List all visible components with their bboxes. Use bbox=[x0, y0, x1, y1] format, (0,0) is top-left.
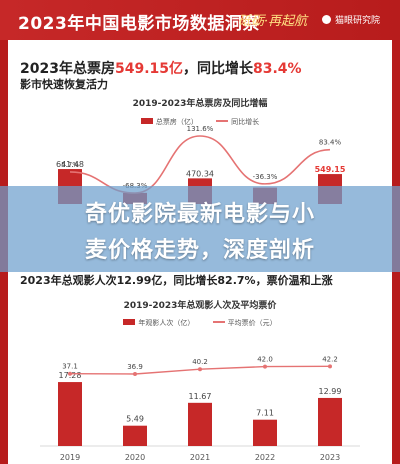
chart2-plot: 17.2820195.49202011.6720217.11202212.992… bbox=[40, 355, 360, 462]
avg-price-label-2021: 40.2 bbox=[192, 358, 208, 366]
avg-price-point-2019 bbox=[68, 371, 72, 376]
bar-admissions-2023 bbox=[318, 397, 342, 446]
section1-heading: 2023年总票房549.15亿，同比增长83.4% bbox=[20, 61, 302, 77]
avg-price-label-2022: 42.0 bbox=[257, 356, 273, 364]
growth-label-2023: 83.4% bbox=[319, 139, 342, 147]
bar-admissions-2019 bbox=[58, 382, 82, 446]
bar-value-label-2022: 7.11 bbox=[256, 409, 274, 418]
header-bar: 2023年中国电影市场数据洞察 砥砺·再起航 猫眼研究院 bbox=[0, 0, 400, 40]
growth-label-2022: -36.3% bbox=[253, 173, 278, 181]
x-tick-2020: 2020 bbox=[125, 453, 145, 462]
page-title: 2023年中国电影市场数据洞察 bbox=[18, 14, 260, 34]
overlay-banner: 奇优影院最新电影与小 麦价格走势，深度剖析 bbox=[0, 186, 400, 272]
section2-heading: 2023年总观影人次12.99亿，同比增长82.7%，票价温和上涨 bbox=[20, 274, 333, 287]
chart1-legend: 总票房（亿） 同比增长 bbox=[0, 117, 400, 127]
bar-value-label-2020: 5.49 bbox=[126, 415, 144, 424]
x-tick-2019: 2019 bbox=[60, 453, 80, 462]
legend-item-growth: 同比增长 bbox=[216, 118, 259, 126]
bar-value-label-2021: 11.67 bbox=[189, 392, 212, 401]
avg-price-point-2023 bbox=[328, 364, 332, 369]
bar-admissions-2021 bbox=[188, 402, 212, 446]
banner-line-2: 麦价格走势，深度剖析 bbox=[84, 238, 315, 263]
bar-value-label-2023: 549.15 bbox=[315, 165, 346, 174]
slogan: 砥砺·再起航 bbox=[238, 14, 308, 29]
bar-admissions-2020 bbox=[123, 425, 147, 446]
bar-value-label-2023: 12.99 bbox=[319, 387, 342, 396]
legend-item-box-office: 总票房（亿） bbox=[140, 118, 198, 126]
legend-item-admissions: 年观影人次（亿） bbox=[123, 319, 194, 327]
legend-item-avg-price: 平均票价（元） bbox=[212, 319, 277, 327]
growth-label-2021: 131.6% bbox=[187, 125, 214, 133]
chart2-legend: 年观影人次（亿） 平均票价（元） bbox=[0, 318, 400, 328]
avg-price-label-2023: 42.2 bbox=[322, 355, 338, 363]
x-tick-2021: 2021 bbox=[190, 453, 210, 462]
avg-price-point-2022 bbox=[263, 364, 267, 369]
x-tick-2023: 2023 bbox=[320, 453, 340, 462]
x-tick-2022: 2022 bbox=[255, 453, 275, 462]
avg-price-point-2020 bbox=[133, 372, 137, 376]
section1-subheading: 影市快速恢复活力 bbox=[20, 78, 108, 91]
bar-value-label-2021: 470.34 bbox=[186, 169, 214, 178]
brand-logo: 猫眼研究院 bbox=[322, 13, 380, 26]
avg-price-point-2021 bbox=[198, 367, 202, 372]
avg-price-label-2019: 37.1 bbox=[62, 363, 78, 371]
bar-value-label-2019: 641.48 bbox=[56, 160, 84, 169]
chart2-title: 2019-2023年总观影人次及平均票价 bbox=[123, 301, 277, 311]
chart1-title: 2019-2023年总票房及同比增幅 bbox=[132, 99, 268, 109]
bar-admissions-2022 bbox=[253, 419, 277, 446]
avg-price-label-2020: 36.9 bbox=[127, 363, 143, 371]
banner-line-1: 奇优影院最新电影与小 bbox=[84, 202, 315, 227]
growth-label-2019: 5.7% bbox=[61, 161, 79, 169]
